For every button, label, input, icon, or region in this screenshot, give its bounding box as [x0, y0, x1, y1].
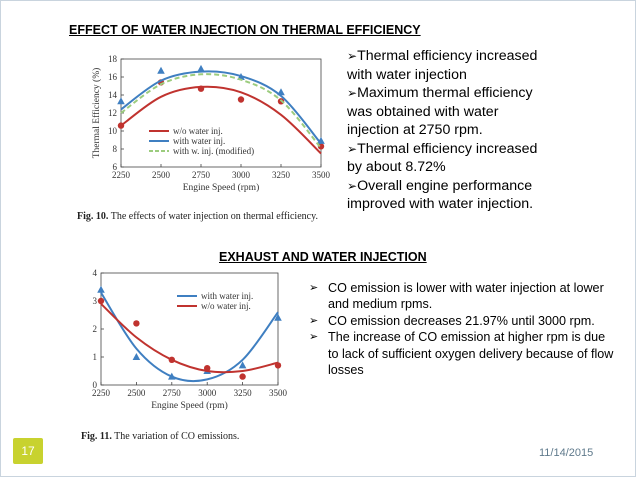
thermal-efficiency-chart-svg: 6 8 10 12 14 16 18 2250 2500 2750 3000 3250 3500 Engi… [91, 54, 331, 193]
co-legend-label-2: w/o water inj. [201, 301, 251, 311]
thermal-y-tick-label: 14 [108, 90, 118, 100]
thermal-y-tick-label: 12 [108, 108, 117, 118]
co-y-tick-label: 1 [93, 352, 98, 362]
thermal-x-tick-label: 3500 [312, 170, 331, 180]
co-series-2-point [239, 373, 246, 380]
co-y-tick-label: 4 [93, 268, 98, 278]
co-bullet-row-3: ➢ The increase of CO emission at higher r… [309, 329, 619, 378]
thermal-x-tick-label: 3000 [232, 170, 251, 180]
thermal-series-2-point [157, 66, 165, 74]
co-y-tick-label: 3 [93, 296, 98, 306]
co-series-2-point [97, 297, 105, 305]
co-series-1-line [100, 292, 279, 383]
thermal-x-tick-label: 3250 [272, 170, 291, 180]
co-x-tick-label: 3250 [234, 388, 253, 398]
thermal-efficiency-caption-text: The effects of water injection on therma… [110, 211, 318, 222]
bullet-arrow-icon: ➢ [309, 314, 319, 327]
thermal-legend-label-2: with water inj. [173, 136, 225, 146]
thermal-bullet-3: Thermal efficiency increased by about 8.… [347, 140, 547, 177]
thermal-x-tick-label: 2250 [112, 170, 131, 180]
thermal-y-axis-label: Thermal Efficiency (%) [91, 68, 102, 159]
thermal-y-tick-label: 8 [113, 144, 118, 154]
co-bullet-2: CO emission decreases 21.97% until 3000 … [328, 313, 595, 328]
thermal-x-tick-label: 2750 [192, 170, 211, 180]
co-x-tick-label: 3000 [198, 388, 217, 398]
co-series-2-point [204, 365, 211, 372]
thermal-bullets: Thermal efficiency increased with water … [347, 47, 547, 214]
co-y-tick-label: 0 [93, 380, 98, 390]
co-x-tick-label: 2250 [92, 388, 111, 398]
thermal-efficiency-caption: Fig. 10. The effects of water injection … [77, 211, 318, 222]
thermal-bullet-4: Overall engine performance improved with… [347, 177, 547, 214]
thermal-bullet-2: Maximum thermal efficiency was obtained … [347, 84, 547, 140]
co-emission-caption: Fig. 11. The variation of CO emissions. [81, 431, 239, 442]
thermal-series-2-point [277, 88, 285, 96]
co-series-1-point [168, 372, 176, 380]
co-series-2-line [100, 303, 279, 374]
co-legend-label-1: with water inj. [201, 291, 253, 301]
co-series-1-point [274, 313, 282, 321]
thermal-series-1-point [117, 122, 125, 129]
thermal-efficiency-chart: 6 8 10 12 14 16 18 2250 2500 2750 3000 3250 3500 Engi… [71, 45, 341, 210]
co-emission-caption-text: The variation of CO emissions. [114, 431, 240, 442]
co-series-1-point [97, 285, 105, 293]
thermal-bullet-1: Thermal efficiency increased with water … [347, 47, 547, 84]
thermal-series-2-point [117, 97, 125, 105]
co-bullet-row-2: ➢ CO emission decreases 21.97% until 3000… [309, 313, 619, 329]
bullet-arrow-icon: ➢ [309, 282, 319, 294]
thermal-series-1-point [237, 96, 245, 103]
section-title-exhaust: EXHAUST AND WATER INJECTION [219, 250, 427, 264]
thermal-y-tick-label: 6 [113, 162, 118, 172]
co-x-axis-label: Engine Speed (rpm) [151, 400, 228, 411]
thermal-efficiency-caption-label: Fig. 10. [77, 211, 109, 222]
co-series-1-point [238, 361, 247, 369]
co-y-axis-label: CO (vol. %) [81, 306, 82, 353]
co-bullets: ➢ CO emission is lower with water injecti… [309, 280, 619, 378]
thermal-y-tick-label: 16 [108, 72, 118, 82]
thermal-x-axis-label: Engine Speed (rpm) [183, 182, 260, 193]
thermal-series-2-line [120, 70, 322, 145]
co-x-tick-label: 2500 [127, 388, 145, 398]
thermal-y-tick-label: 18 [108, 54, 118, 64]
co-bullet-row-1: ➢ CO emission is lower with water injecti… [309, 280, 619, 313]
co-series-2-point [168, 356, 175, 363]
co-bullet-3: The increase of CO emission at higher rp… [328, 330, 614, 378]
thermal-y-tick-label: 10 [108, 126, 118, 136]
thermal-legend-label-3: with w. inj. (modified) [173, 146, 254, 156]
thermal-series-2-point [197, 64, 205, 72]
thermal-legend-label-1: w/o water inj. [173, 126, 223, 136]
co-series-2-point [133, 320, 140, 327]
section-title-thermal-efficiency: EFFECT OF WATER INJECTION ON THERMAL EFF… [69, 23, 421, 37]
thermal-series-2-point [317, 136, 325, 144]
co-bullet-1: CO emission is lower with water injectio… [328, 281, 604, 312]
co-y-tick-label: 2 [93, 324, 98, 334]
co-series-2-point [274, 362, 282, 369]
co-series-1-point [132, 353, 141, 360]
co-x-tick-label: 2750 [163, 388, 182, 398]
bullet-arrow-icon: ➢ [309, 331, 319, 344]
thermal-x-tick-label: 2500 [152, 170, 171, 180]
co-x-tick-label: 3500 [269, 388, 288, 398]
thermal-series-1-line [120, 85, 322, 155]
page-number-badge: 17 [13, 438, 43, 464]
slide-date: 11/14/2015 [539, 447, 594, 459]
co-emission-chart: 0 1 2 3 4 2250 2500 2750 3000 3250 3500 Engine Spee… [71, 265, 301, 425]
thermal-series-1-point [197, 85, 205, 92]
co-emission-chart-svg: 0 1 2 3 4 2250 2500 2750 3000 3250 3500 Engine Spee… [71, 268, 288, 411]
co-emission-caption-label: Fig. 11. [81, 431, 112, 442]
